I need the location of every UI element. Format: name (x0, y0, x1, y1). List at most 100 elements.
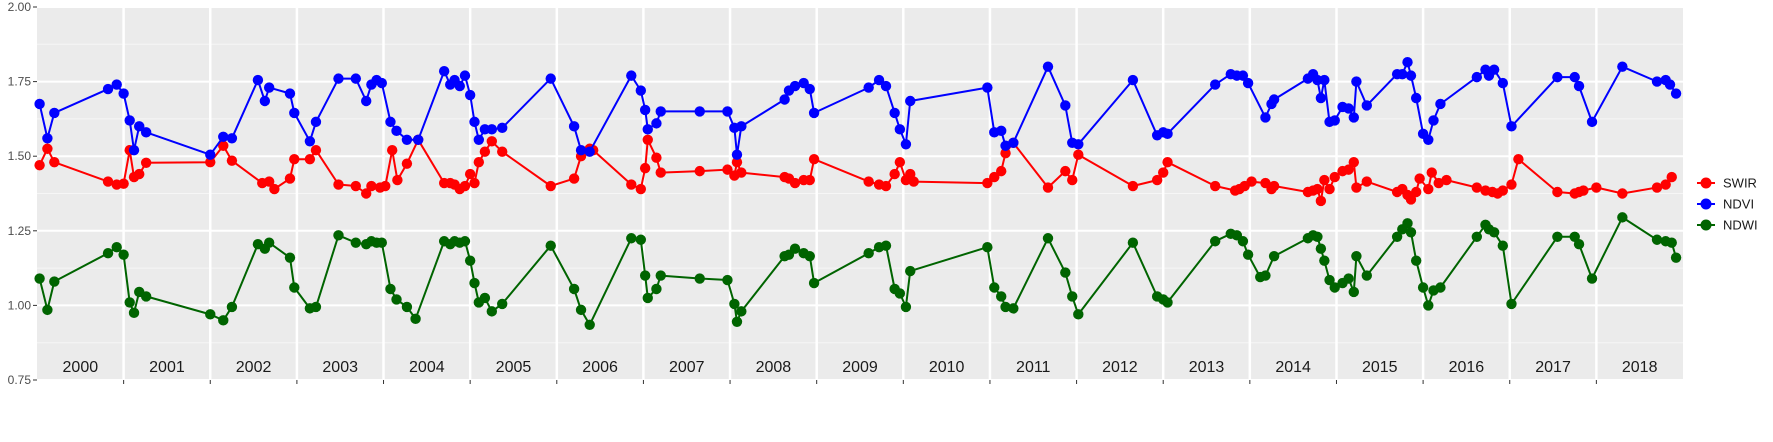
data-point-ndvi (1428, 115, 1439, 126)
legend-label: SWIR (1723, 176, 1757, 191)
data-point-swir (1410, 186, 1422, 198)
data-point-ndwi (996, 291, 1007, 302)
data-point-ndwi (49, 276, 60, 287)
data-point-swir (1067, 174, 1078, 186)
data-point-ndvi (469, 116, 480, 128)
data-point-ndwi (1351, 250, 1362, 262)
data-point-swir (639, 162, 651, 174)
data-point-ndvi (1268, 94, 1280, 105)
data-point-swir (1319, 174, 1330, 186)
data-point-ndvi (128, 145, 140, 156)
data-point-ndvi (310, 116, 322, 128)
data-point-ndvi (863, 82, 874, 93)
data-point-swir (459, 180, 471, 192)
data-point-swir (642, 134, 653, 145)
data-point-ndwi (1343, 273, 1354, 284)
data-point-ndvi (1617, 61, 1628, 72)
data-point-swir (1506, 179, 1517, 190)
data-point-ndwi (289, 282, 300, 293)
data-point-ndwi (1312, 231, 1323, 242)
y-tick-label: 1.75 (8, 75, 32, 89)
data-point-swir (469, 177, 480, 189)
data-point-ndvi (361, 95, 372, 107)
data-point-ndvi (140, 127, 152, 138)
data-point-ndvi (694, 106, 705, 117)
data-point-ndwi (1008, 303, 1019, 314)
data-point-ndvi (779, 94, 790, 105)
data-point-swir (1497, 185, 1509, 196)
data-point-ndvi (497, 122, 508, 134)
data-point-swir (205, 156, 216, 168)
year-label: 2012 (1102, 359, 1138, 376)
data-point-ndvi (1127, 74, 1139, 86)
year-label: 2018 (1622, 359, 1658, 376)
data-point-ndwi (218, 315, 229, 326)
data-point-ndvi (42, 133, 53, 144)
data-point-ndwi (1000, 301, 1011, 313)
data-point-ndvi (1471, 71, 1483, 83)
data-point-swir (1414, 173, 1425, 184)
data-point-ndvi (350, 73, 362, 84)
data-point-ndwi (1042, 233, 1054, 244)
data-point-ndvi (1237, 70, 1249, 81)
data-point-ndwi (459, 236, 471, 247)
data-point-ndwi (1237, 236, 1249, 247)
data-point-ndvi (263, 82, 275, 93)
data-point-swir (497, 146, 508, 157)
data-point-ndwi (1242, 249, 1254, 260)
data-point-ndwi (905, 265, 916, 277)
data-point-ndwi (350, 237, 362, 248)
data-point-ndvi (1552, 71, 1563, 83)
data-point-ndwi (205, 309, 216, 320)
data-point-swir (1073, 149, 1084, 160)
year-label: 2006 (582, 359, 618, 376)
data-point-ndvi (575, 145, 587, 156)
data-point-swir (486, 136, 498, 147)
data-point-ndwi (497, 298, 508, 310)
data-point-swir (333, 179, 344, 190)
data-point-ndwi (486, 306, 498, 317)
data-point-ndvi (1209, 79, 1221, 90)
data-point-swir (226, 155, 238, 166)
data-point-ndvi (1000, 140, 1011, 151)
data-point-ndvi (789, 80, 801, 92)
data-point-ndvi (880, 80, 892, 92)
data-point-ndwi (1506, 298, 1517, 310)
data-point-ndvi (218, 131, 229, 143)
data-point-ndwi (635, 234, 647, 245)
data-point-swir (1158, 167, 1169, 178)
data-point-swir (304, 153, 316, 165)
data-point-ndwi (894, 288, 906, 299)
data-point-ndwi (1435, 282, 1446, 293)
data-point-ndvi (1162, 128, 1173, 140)
data-point-ndwi (401, 301, 413, 313)
y-tick-label: 1.00 (8, 298, 32, 312)
year-label: 2005 (496, 359, 532, 376)
data-point-ndwi (1162, 297, 1173, 308)
data-point-ndvi (391, 125, 402, 137)
data-point-ndwi (1405, 227, 1417, 238)
year-label: 2013 (1189, 359, 1225, 376)
data-point-ndvi (722, 106, 733, 117)
data-point-swir (464, 168, 476, 180)
data-point-ndwi (42, 304, 53, 316)
data-point-swir (1666, 171, 1677, 183)
data-point-swir (1324, 183, 1335, 195)
data-point-ndwi (102, 247, 114, 259)
data-point-ndwi (626, 233, 637, 244)
data-point-swir (568, 173, 580, 184)
data-point-ndvi (804, 83, 815, 95)
data-point-ndvi (1073, 139, 1084, 150)
data-point-ndwi (1573, 239, 1585, 250)
data-point-swir (118, 178, 129, 189)
data-point-swir (1042, 182, 1054, 193)
y-axis: 0.75 1.00 1.25 1.50 1.75 2.00 (8, 0, 37, 387)
data-point-ndvi (454, 80, 465, 92)
data-point-ndwi (900, 301, 912, 313)
data-point-ndwi (391, 294, 402, 305)
data-point-swir (140, 157, 152, 168)
data-point-ndvi (568, 121, 580, 132)
data-point-ndvi (134, 121, 145, 132)
data-point-ndwi (639, 270, 651, 281)
data-point-swir (1651, 182, 1663, 193)
